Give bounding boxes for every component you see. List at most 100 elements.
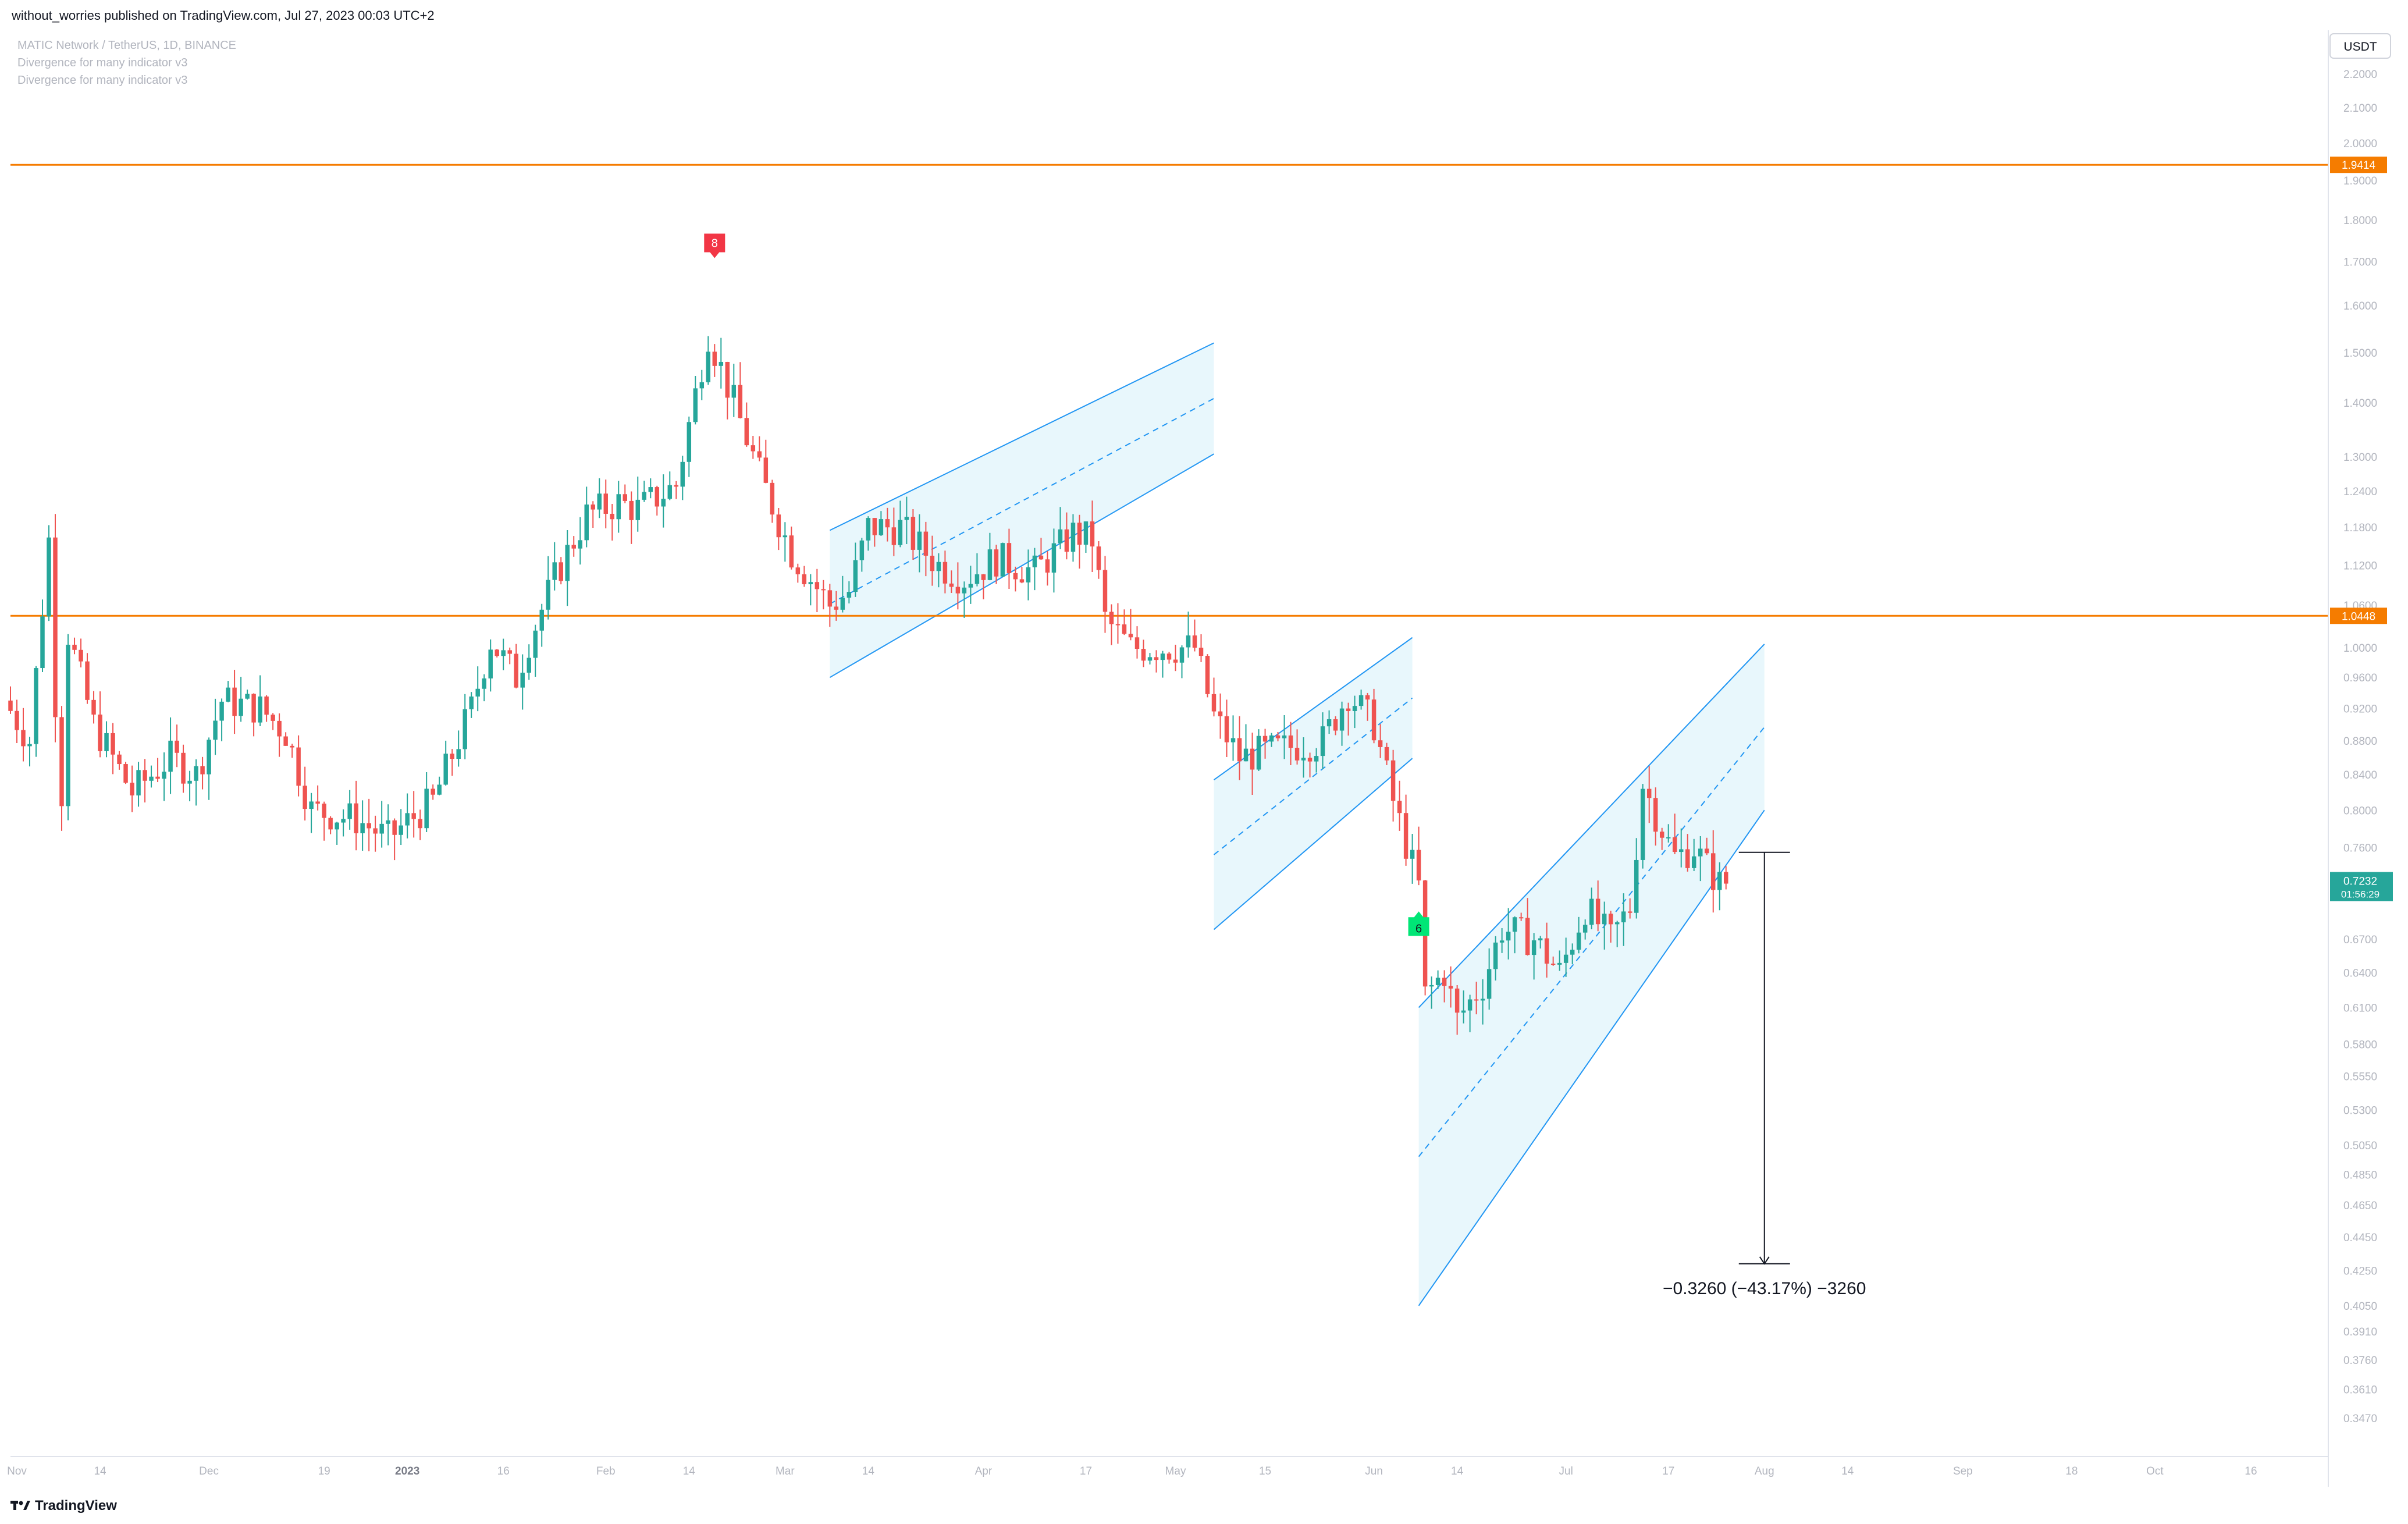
candle-body [1224,716,1229,743]
candle-body [776,514,781,538]
time-tick-label: Jul [1559,1465,1573,1477]
candle-body [1090,521,1095,547]
candle-body [539,609,544,631]
level-price-label-1: 1.9414 [2342,159,2376,172]
candle-body [1448,986,1453,989]
candle-body [1467,999,1472,1011]
candle-body [687,422,692,462]
candle-body [1557,962,1562,965]
candle-body [674,485,679,487]
candle-body [1262,736,1268,742]
price-tick-label: 0.8800 [2343,736,2377,748]
horizontal-levels [10,164,2328,617]
candle-body [104,733,109,751]
currency-selector[interactable]: USDT [2329,33,2391,59]
candle-body [1550,963,1556,965]
candle-body [1538,938,1543,940]
price-tick-label: 0.3910 [2343,1326,2377,1338]
candle-body [367,823,371,829]
channel-lower-line-3[interactable] [1418,809,1765,1306]
currency-box[interactable] [2329,33,2391,59]
candle-body [1646,788,1652,798]
candle-body [1134,637,1140,649]
candle-body [283,736,288,746]
candle-body [123,764,128,783]
candle-body [629,500,634,520]
candle-body [1486,969,1492,999]
time-tick-label: 14 [94,1465,106,1477]
candle-body [1576,932,1581,950]
tradingview-logo[interactable]: TradingView [10,1498,117,1514]
candle-body [987,549,993,580]
price-tick-label: 0.3760 [2343,1355,2377,1367]
candle-body [1269,735,1274,742]
candle-body [853,560,858,592]
candle-body [974,574,980,584]
price-tick-label: 0.8000 [2343,805,2377,817]
candle-body [994,549,999,577]
candle-body [808,582,813,585]
candle-body [315,801,320,804]
price-tick-label: 0.4250 [2343,1266,2377,1278]
candle-body [1186,635,1191,648]
candle-body [610,513,615,520]
candle-body [175,740,179,753]
channel-upper-line-1[interactable] [829,342,1214,531]
candle-body [405,813,410,826]
candle-body [1205,656,1210,694]
bullish-signal-marker[interactable] [1408,911,1429,936]
price-axis: 2.30002.20002.10002.00001.90001.80001.70… [2343,36,2377,1425]
candle-body [1218,711,1223,716]
candle-body [181,752,186,784]
candle-body [1410,850,1415,859]
bearish-signal-marker[interactable] [704,233,725,258]
current-price-label: 0.7232 [2343,876,2377,888]
candle-body [827,590,833,607]
price-tick-label: 0.4850 [2343,1169,2377,1181]
candle-body [91,699,96,715]
channel-middle-line-2 [1213,697,1413,855]
candle-body [1326,719,1332,727]
time-tick-label: 14 [1841,1465,1854,1477]
channel-lower-line-2[interactable] [1213,758,1413,930]
candle-body [1724,872,1728,884]
price-tick-label: 0.6400 [2343,967,2377,979]
candle-body [1160,653,1165,660]
channel-upper-line-3[interactable] [1418,644,1765,1008]
candle-body [866,518,871,541]
candle-body [642,492,647,500]
candle-body [1109,612,1114,624]
price-tick-label: 1.7000 [2343,256,2377,268]
legend-indicator-1: Divergence for many indicator v3 [17,56,187,69]
candle-body [891,527,897,545]
time-tick-label: Oct [2146,1465,2164,1477]
candle-body [495,649,499,656]
candle-body [738,385,743,418]
candle-body [1198,648,1204,656]
candle-body [1307,758,1313,762]
candle-body [942,562,948,584]
candle-body [1320,726,1325,756]
currency-label: USDT [2343,40,2377,54]
candle-body [239,698,243,716]
candle-body [1717,872,1722,890]
candle-body [335,822,339,830]
candle-body [130,783,134,795]
candle-body [232,687,237,716]
candle-body [1461,1010,1466,1013]
candle-body [1064,529,1069,552]
candle-body [571,545,576,549]
publish-info: without_worries published on TradingView… [12,8,435,23]
candle-body [597,493,602,510]
channel-lower-line-1[interactable] [829,453,1215,678]
price-tick-label: 1.1200 [2343,560,2377,572]
candle-body [821,589,826,591]
candle-body [1582,925,1588,933]
candle-body [1474,999,1479,1001]
candle-body [213,720,218,740]
candle-body [1256,736,1261,770]
time-tick-label: 2023 [395,1465,419,1477]
time-tick-label: Sep [1953,1465,1973,1477]
